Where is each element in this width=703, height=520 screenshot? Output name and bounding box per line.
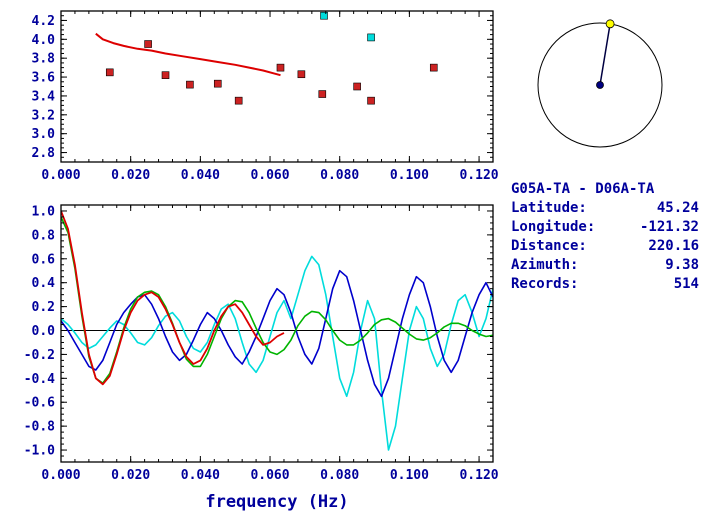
x-tick-label: 0.020 bbox=[111, 468, 150, 483]
y-tick-label: 2.8 bbox=[32, 146, 56, 161]
x-tick-label: 0.000 bbox=[41, 468, 80, 483]
info-row-azimuth: Azimuth: 9.38 bbox=[511, 256, 699, 275]
info-row-latitude: Latitude: 45.24 bbox=[511, 199, 699, 218]
x-tick-label: 0.100 bbox=[390, 168, 429, 183]
station-info-panel: G05A-TA - D06A-TA Latitude: 45.24 Longit… bbox=[511, 180, 699, 294]
azimuth-value: 9.38 bbox=[665, 257, 699, 273]
azimuth-label: Azimuth: bbox=[511, 257, 579, 273]
waveform-chart-svg: 0.000 0.020 0.040 0.060 0.080 0.100 0.120 -1.0 -… bbox=[24, 204, 499, 512]
series-blue-spectrum bbox=[61, 269, 493, 398]
y-tick-label: 0.6 bbox=[32, 252, 56, 267]
records-value: 514 bbox=[673, 276, 699, 292]
data-marker bbox=[144, 40, 152, 48]
data-marker bbox=[320, 11, 328, 20]
y-tick-label: 4.0 bbox=[32, 33, 56, 48]
x-axis-title: frequency (Hz) bbox=[205, 492, 348, 512]
y-tick-label: -0.2 bbox=[24, 348, 55, 363]
data-marker bbox=[297, 70, 306, 79]
data-marker bbox=[186, 80, 194, 89]
dispersion-chart-svg: 0.000 0.020 0.040 0.060 0.080 0.100 0.120 2.8 3.… bbox=[32, 10, 499, 183]
plot-frame bbox=[60, 10, 494, 163]
data-marker bbox=[318, 90, 327, 98]
data-marker bbox=[105, 68, 114, 77]
y-tick-label: 4.2 bbox=[32, 14, 55, 29]
x-tick-label: 0.060 bbox=[250, 468, 289, 483]
x-tick-label: 0.040 bbox=[181, 168, 220, 183]
y-tick-label: 3.2 bbox=[32, 108, 55, 123]
series-velocity-picks bbox=[105, 40, 438, 105]
data-marker bbox=[276, 63, 285, 72]
x-tick-label: 0.040 bbox=[181, 468, 220, 483]
x-tick-label: 0.020 bbox=[111, 168, 150, 183]
info-row-longitude: Longitude: -121.32 bbox=[511, 218, 699, 237]
latitude-label: Latitude: bbox=[511, 200, 587, 216]
y-tick-label: 0.2 bbox=[32, 300, 55, 315]
y-tick-label: 0.8 bbox=[32, 228, 56, 243]
series-red-observed bbox=[61, 210, 285, 386]
y-tick-label: 0.4 bbox=[32, 276, 56, 291]
data-marker bbox=[367, 96, 375, 105]
data-marker bbox=[213, 79, 222, 88]
x-tick-label: 0.080 bbox=[320, 468, 359, 483]
y-tick-label: -0.8 bbox=[24, 420, 55, 435]
series-reference-curve bbox=[95, 32, 281, 77]
longitude-value: -121.32 bbox=[639, 219, 699, 235]
distance-label: Distance: bbox=[511, 238, 587, 254]
y-tick-label: -1.0 bbox=[24, 444, 55, 459]
azimuth-dial-svg bbox=[537, 19, 663, 148]
series-outlier-picks bbox=[320, 11, 375, 42]
x-tick-label: 0.120 bbox=[459, 168, 498, 183]
longitude-label: Longitude: bbox=[511, 219, 596, 235]
y-tick-label: 1.0 bbox=[32, 204, 56, 219]
station-pair-title: G05A-TA - D06A-TA bbox=[511, 181, 655, 197]
info-row-records: Records: 514 bbox=[511, 275, 699, 294]
x-tick-label: 0.100 bbox=[390, 468, 429, 483]
data-marker bbox=[367, 33, 375, 42]
azimuth-pointer bbox=[599, 23, 611, 86]
records-label: Records: bbox=[511, 276, 579, 292]
y-tick-label: -0.6 bbox=[24, 396, 55, 411]
x-tick-label: 0.080 bbox=[320, 168, 359, 183]
y-tick-label: 3.8 bbox=[32, 52, 56, 67]
info-row-distance: Distance: 220.16 bbox=[511, 237, 699, 256]
latitude-value: 45.24 bbox=[656, 200, 699, 216]
y-tick-label: 0.0 bbox=[32, 324, 56, 339]
data-marker bbox=[161, 71, 170, 79]
y-tick-label: 3.4 bbox=[32, 89, 56, 104]
x-tick-label: 0.060 bbox=[250, 168, 289, 183]
center-dot bbox=[596, 81, 604, 89]
y-tick-label: 3.6 bbox=[32, 71, 56, 86]
station-dot bbox=[605, 19, 615, 29]
y-tick-label: 3.0 bbox=[32, 127, 56, 142]
data-marker bbox=[234, 96, 243, 105]
plot-frame bbox=[60, 204, 494, 463]
distance-value: 220.16 bbox=[648, 238, 699, 254]
data-marker bbox=[429, 63, 438, 72]
x-tick-label: 0.000 bbox=[41, 168, 80, 183]
data-marker bbox=[353, 82, 361, 91]
series-green-model bbox=[61, 216, 493, 384]
azimuth-ring bbox=[537, 22, 663, 148]
y-tick-label: -0.4 bbox=[24, 372, 55, 387]
x-tick-label: 0.120 bbox=[459, 468, 498, 483]
series-cyan-spectrum bbox=[61, 255, 493, 451]
